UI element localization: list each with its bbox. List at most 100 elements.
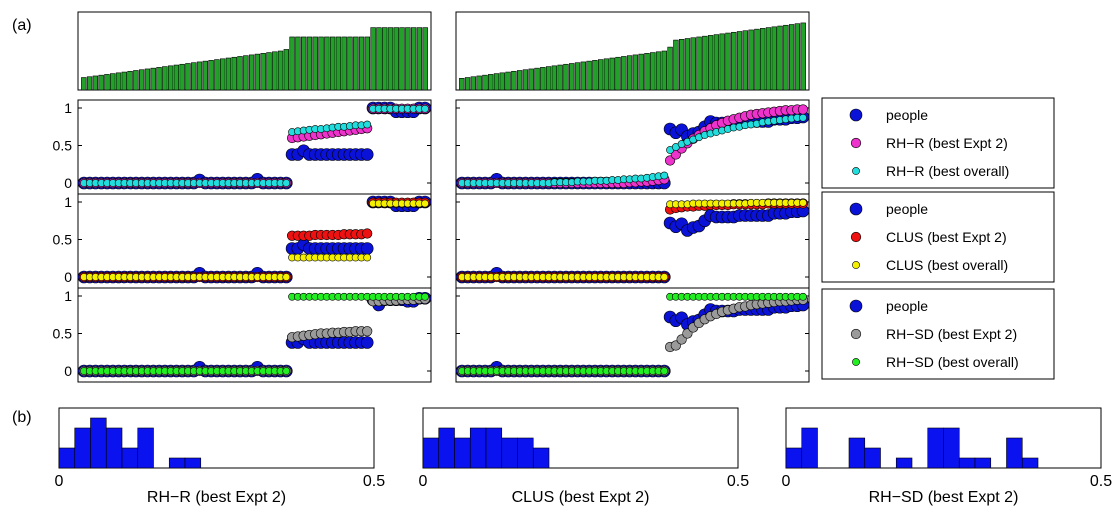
hist-rhsd-bar <box>1021 457 1039 469</box>
top-right-bar <box>545 66 552 91</box>
top-left-bar <box>208 60 214 91</box>
hist-rhr-xtick-label: 0.5 <box>363 473 385 490</box>
hist-clus-bar <box>517 437 534 469</box>
hist-rhsd-bar <box>785 447 803 469</box>
top-left-bar <box>138 69 145 91</box>
top-left-bar <box>387 27 394 91</box>
top-left-bar <box>104 74 110 91</box>
legend-label: RH−R (best overall) <box>886 163 1009 179</box>
top-right-bar <box>516 70 523 91</box>
hist-clus-bar <box>454 437 471 469</box>
top-right-bar <box>707 35 714 91</box>
hist-clus-bar <box>422 437 440 469</box>
top-right-bar <box>528 68 534 91</box>
top-left-bar <box>289 36 295 91</box>
hist-rhr-bar <box>168 457 186 469</box>
top-left-bar <box>173 64 180 91</box>
top-left-bar <box>272 51 278 91</box>
rhr-right-point <box>799 113 807 122</box>
top-right-bar <box>754 28 760 91</box>
top-right-bar <box>713 34 720 91</box>
top-right-bar <box>661 50 668 91</box>
top-right-bar <box>586 60 592 91</box>
clus-left-point <box>282 273 291 281</box>
top-left-bar <box>86 76 93 91</box>
top-right-bar <box>673 39 679 91</box>
rhsd-left-point <box>362 326 373 337</box>
plot-layer: 0 0.5 1 people RH−R (best Expt 2) RH−R (best … <box>53 11 1112 506</box>
hist-rhr-title: RH−R (best Expt 2) <box>147 489 286 506</box>
top-left-bar <box>214 59 220 91</box>
hist-rhsd-xtick-label: 0 <box>782 473 791 490</box>
top-left-bar <box>405 27 411 91</box>
clus-left-ytick-label: 0 <box>64 269 72 285</box>
hist-rhsd-xtick-label: 0.5 <box>1090 473 1112 490</box>
rhr-left-point <box>363 120 372 129</box>
rhsd-right-point <box>799 292 807 301</box>
top-right-bar <box>800 22 806 91</box>
hist-rhr-bar <box>58 447 76 469</box>
legend-label: RH−R (best Expt 2) <box>886 135 1008 151</box>
rhsd-left-ytick-label: 1 <box>64 288 72 304</box>
top-left-bar <box>115 72 122 91</box>
top-left-bar <box>306 36 313 91</box>
top-left-bar <box>191 62 197 91</box>
top-left-bar <box>254 53 261 91</box>
top-right-bar <box>580 61 586 91</box>
hist-clus-xtick-label: 0.5 <box>727 473 749 490</box>
hist-clus-bar <box>485 427 503 469</box>
top-right-bar <box>679 38 685 91</box>
clus-left-point <box>363 253 372 262</box>
top-left-bar <box>92 75 99 91</box>
top-right-bar <box>557 64 563 91</box>
top-right-bar <box>464 77 471 91</box>
top-right-bar <box>765 27 772 91</box>
top-left-bar <box>243 55 249 91</box>
top-right-bar <box>534 67 540 91</box>
top-left-bar <box>416 27 423 91</box>
top-right-bar <box>551 65 558 91</box>
legend-label: RH−SD (best overall) <box>886 354 1019 370</box>
top-right-bar <box>731 31 737 91</box>
top-right-bar <box>684 38 691 91</box>
top-left-bar <box>196 61 203 91</box>
top-left-bar <box>156 67 162 91</box>
rhsd-right-series-2 <box>458 292 807 375</box>
hist-clus-bar <box>438 427 455 469</box>
top-left-bar <box>219 58 226 91</box>
rhr-right-series-2 <box>458 113 807 187</box>
hist-clus-xtick-label: 0 <box>419 473 428 490</box>
top-right-bar <box>788 24 795 91</box>
legend-label: people <box>886 298 928 314</box>
legend-label: people <box>886 107 928 123</box>
top-left-bar <box>185 63 191 91</box>
top-right-bar <box>794 23 801 91</box>
rhr-left-series-2 <box>80 104 429 187</box>
hist-clus-title: CLUS (best Expt 2) <box>512 489 650 506</box>
top-left-bar <box>370 27 376 91</box>
top-right-bar <box>650 52 656 91</box>
top-left-bar <box>248 54 255 91</box>
legend-marker <box>850 328 862 340</box>
legend-label: people <box>886 201 928 217</box>
rhr-left-point <box>282 179 291 187</box>
hist-rhsd-bar <box>927 427 944 469</box>
top-right-bar <box>655 51 662 91</box>
top-left-bar <box>376 27 382 91</box>
hist-rhsd-bar <box>801 427 818 469</box>
clus-right-series-2 <box>458 198 807 281</box>
top-left-bar <box>179 63 185 91</box>
hist-rhsd-bar <box>958 457 976 469</box>
hist-rhr-bar <box>105 427 123 469</box>
clus-left-ytick-label: 1 <box>64 194 72 210</box>
legend-label: RH−SD (best Expt 2) <box>886 326 1017 342</box>
panel-label-a: (a) <box>12 17 32 34</box>
hist-clus-bar <box>532 447 550 469</box>
top-right-bar <box>482 74 488 91</box>
legend-marker <box>849 202 863 216</box>
top-left-bar <box>133 70 139 91</box>
hist-rhsd-bar <box>1006 437 1023 469</box>
top-right-bar <box>696 36 702 91</box>
top-left-bar <box>202 60 208 91</box>
top-left-bar <box>225 57 232 91</box>
